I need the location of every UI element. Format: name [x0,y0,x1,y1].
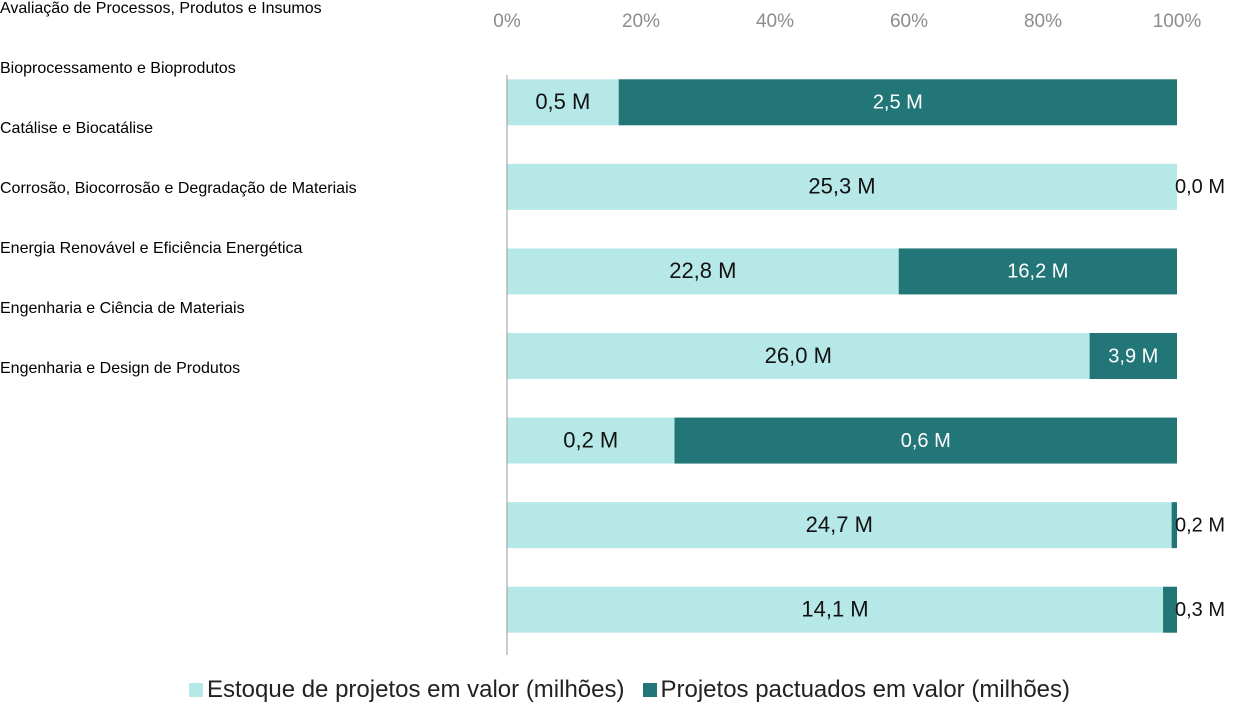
x-tick-label: 60% [890,11,928,32]
data-label: 25,3 M [808,174,875,199]
data-label: 2,5 M [873,92,923,114]
bar-segment [507,586,1164,633]
legend-label: Estoque de projetos em valor (milhões) [206,676,625,703]
x-tick-label: 80% [1024,11,1062,32]
data-label: 22,8 M [669,258,736,283]
data-label: 16,2 M [1007,261,1068,283]
bar-segment [1171,502,1177,549]
category-label: Corrosão, Biocorrosão e Degradação de Ma… [0,180,357,197]
data-label: 3,9 M [1108,345,1158,367]
x-tick-label: 0% [493,11,521,32]
bar-segment [1163,586,1177,633]
legend-swatch [642,683,657,697]
data-label: 24,7 M [806,512,873,537]
legend-swatch [188,683,203,697]
bar-segment [507,248,899,295]
data-label: 0,2 M [1175,514,1225,536]
category-label: Energia Renovável e Eficiência Energétic… [0,240,303,257]
legend-label: Projetos pactuados em valor (milhões) [660,676,1071,703]
data-label: 0,2 M [563,427,618,452]
legend-item: Projetos pactuados em valor (milhões) [642,676,1071,704]
category-label: Engenharia e Design de Produtos [0,360,241,377]
data-label: 26,0 M [765,343,832,368]
bar-segment [507,417,675,464]
bar-segment [507,163,1177,210]
x-tick-label: 40% [756,11,794,32]
data-label: 0,5 M [535,89,590,114]
bar-segment [1089,333,1177,379]
category-label: Catálise e Biocatálise [0,120,153,137]
bar-segment [507,79,619,126]
data-label: 0,0 M [1175,176,1225,198]
data-label: 0,6 M [901,430,951,452]
data-label: 14,1 M [801,597,868,622]
legend-item: Estoque de projetos em valor (milhões) [188,676,625,704]
legend: Estoque de projetos em valor (milhões) Pr… [0,676,1259,704]
bar-segment [507,502,1172,549]
bar-segment [674,417,1177,464]
bar-segment [507,333,1090,379]
category-label: Engenharia e Ciência de Materiais [0,300,245,317]
data-label: 0,3 M [1175,599,1225,621]
x-tick-label: 20% [622,11,660,32]
category-label: Bioprocessamento e Bioprodutos [0,60,236,77]
bar-segment [898,248,1177,295]
bar-segment [618,79,1177,126]
x-tick-label: 100% [1153,11,1202,32]
category-label: Avaliação de Processos, Produtos e Insum… [0,0,322,17]
